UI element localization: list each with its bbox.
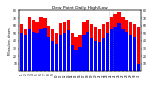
Bar [39,17,43,71]
Bar [43,28,47,71]
Bar [133,37,136,71]
Bar [59,35,62,71]
Bar [67,30,70,71]
Bar [125,32,128,71]
Bar [28,17,31,71]
Bar [63,22,66,71]
Bar [55,33,58,71]
Bar [43,18,47,71]
Bar [51,29,54,71]
Bar [94,27,97,71]
Bar [90,38,93,71]
Y-axis label: Milwaukee, shown: Milwaukee, shown [8,27,12,55]
Bar [36,33,39,71]
Bar [121,29,124,71]
Bar [98,29,101,71]
Bar [86,32,89,71]
Bar [86,20,89,71]
Bar [32,20,35,71]
Bar [137,64,140,71]
Bar [24,35,27,71]
Bar [32,32,35,71]
Bar [94,41,97,71]
Bar [121,17,124,71]
Bar [113,14,117,71]
Bar [110,17,113,71]
Bar [20,24,23,71]
Bar [129,22,132,71]
Bar [137,27,140,71]
Bar [20,33,23,71]
Bar [51,41,54,71]
Bar [102,38,105,71]
Bar [117,23,121,71]
Bar [55,44,58,71]
Bar [47,26,50,71]
Bar [102,24,105,71]
Bar [82,35,86,71]
Bar [106,33,109,71]
Bar [71,45,74,71]
Bar [36,22,39,71]
Bar [90,24,93,71]
Bar [39,29,43,71]
Bar [78,35,82,71]
Bar [78,47,82,71]
Bar [110,29,113,71]
Bar [59,23,62,71]
Bar [106,22,109,71]
Bar [133,24,136,71]
Title: Dew Point Daily High/Low: Dew Point Daily High/Low [52,6,108,10]
Bar [117,12,121,71]
Bar [125,20,128,71]
Bar [71,33,74,71]
Bar [67,20,70,71]
Bar [74,37,78,71]
Bar [28,29,31,71]
Bar [24,29,27,71]
Bar [129,35,132,71]
Bar [82,22,86,71]
Bar [113,27,117,71]
Bar [47,37,50,71]
Bar [74,50,78,71]
Bar [98,42,101,71]
Bar [63,33,66,71]
